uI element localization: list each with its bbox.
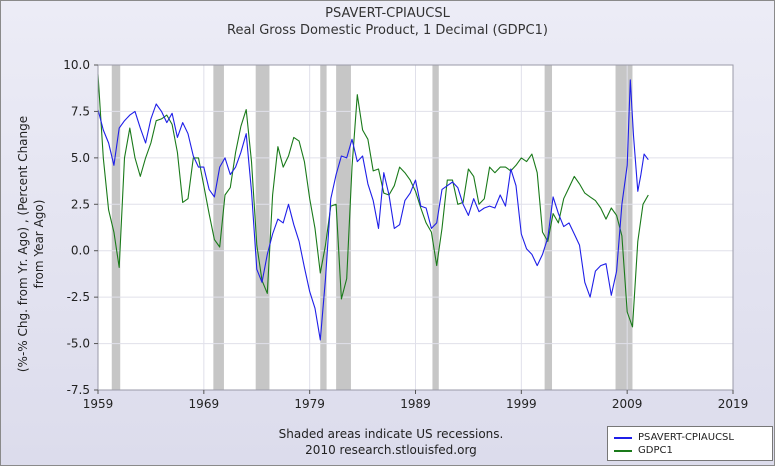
legend-item-gdpc1: GDPC1 [614, 444, 673, 457]
recession-note: Shaded areas indicate US recessions. [278, 427, 504, 441]
recession-band [213, 65, 224, 390]
recession-band [432, 65, 439, 390]
legend-swatch-gdpc1 [614, 449, 632, 452]
x-tick-label: 1979 [294, 397, 325, 411]
recession-band [544, 65, 553, 390]
y-tick-label: 5.0 [71, 151, 90, 165]
y-tick-label: 7.5 [71, 104, 90, 118]
chart-title: PSAVERT-CPIAUCSL [325, 6, 450, 21]
recession-band [320, 65, 327, 390]
series-line-gdpc1 [97, 74, 649, 328]
y-tick-label: -7.5 [67, 383, 90, 397]
chart-subtitle: Real Gross Domestic Product, 1 Decimal (… [227, 23, 548, 38]
recession-band [111, 65, 121, 390]
legend-swatch-psavert [614, 436, 632, 439]
x-tick-label: 1989 [400, 397, 431, 411]
recession-band [615, 65, 633, 390]
y-axis-label: (%-% Chg. from Yr. Ago) , (Percent Chang… [16, 116, 46, 372]
x-tick-label: 2009 [612, 397, 643, 411]
y-tick-label: -5.0 [67, 337, 90, 351]
legend-item-psavert: PSAVERT-CPIAUCSL [614, 431, 734, 444]
y-tick-label: -2.5 [67, 290, 90, 304]
source-note: 2010 research.stlouisfed.org [305, 443, 477, 457]
recession-band [255, 65, 270, 390]
recession-bands [111, 65, 633, 390]
recession-band [336, 65, 351, 390]
legend-label-psavert: PSAVERT-CPIAUCSL [638, 432, 734, 443]
y-axis-label-line-2: from Year Ago) [32, 200, 46, 289]
x-tick-label: 1959 [83, 397, 114, 411]
y-tick-label: 0.0 [71, 244, 90, 258]
legend: PSAVERT-CPIAUCSL GDPC1 [607, 426, 773, 461]
y-axis-label-line-1: (%-% Chg. from Yr. Ago) , (Percent Chang… [16, 116, 30, 372]
y-axis-ticks: -7.5 -5.0 -2.5 0.0 2.5 5.0 7.5 10.0 [63, 58, 98, 397]
x-axis-ticks: 1959 1969 1979 1989 1999 2009 2019 [83, 390, 749, 411]
x-tick-label: 1999 [506, 397, 537, 411]
x-tick-label: 2019 [718, 397, 749, 411]
y-tick-label: 10.0 [63, 58, 90, 72]
series-lines [97, 74, 649, 341]
legend-label-gdpc1: GDPC1 [638, 445, 673, 456]
x-tick-label: 1969 [189, 397, 220, 411]
series-line-psavert-cpiaucsl [97, 79, 649, 341]
y-tick-label: 2.5 [71, 197, 90, 211]
